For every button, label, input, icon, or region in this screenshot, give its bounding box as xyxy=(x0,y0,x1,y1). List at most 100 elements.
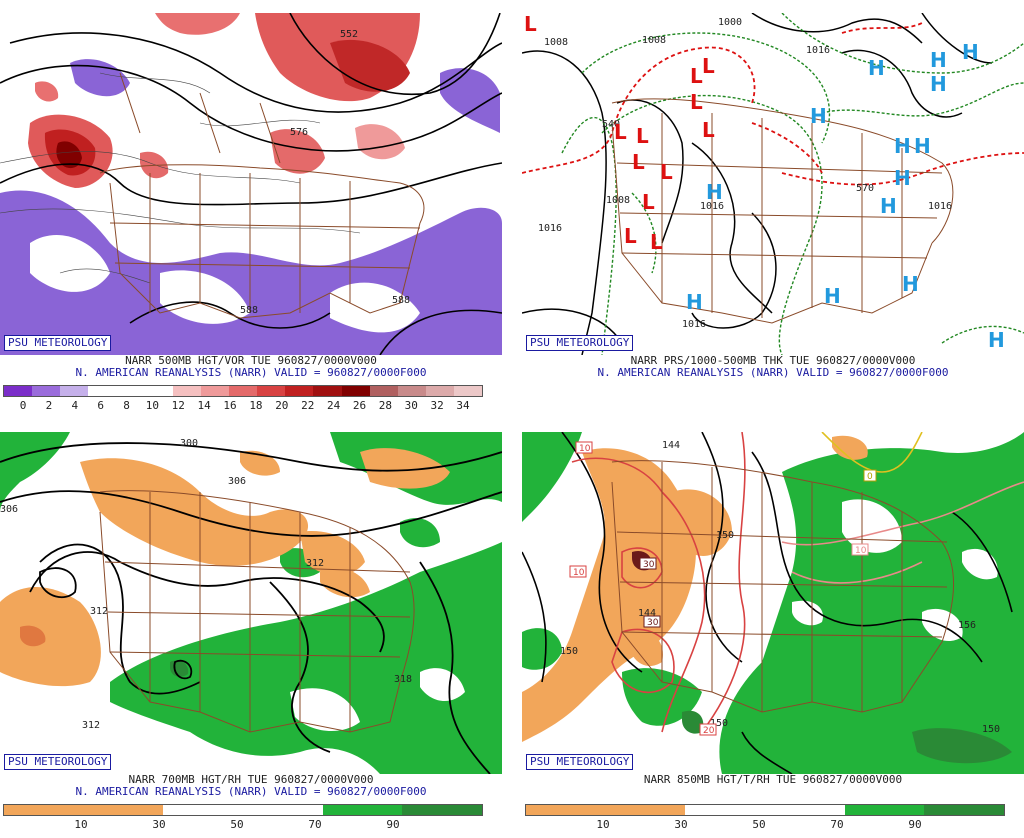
colorbar-swatch xyxy=(402,805,443,815)
colorbar-tick-label: 26 xyxy=(352,399,367,412)
colorbar-tick-label: 8 xyxy=(123,399,130,412)
colorbar-swatch xyxy=(804,805,845,815)
contour-label: 306 xyxy=(0,504,18,515)
colorbar-tick-label: 10 xyxy=(596,818,610,831)
colorbar-swatch xyxy=(964,805,1004,815)
rh-dry-region xyxy=(522,448,696,742)
colorbar-tick-label: 20 xyxy=(275,399,289,412)
high-symbol: H xyxy=(686,290,703,314)
low-symbol: L xyxy=(624,224,637,248)
colorbar xyxy=(3,385,483,397)
colorbar-swatch xyxy=(425,386,454,396)
colorbar-swatch xyxy=(123,805,164,815)
colorbar-tick-label: 50 xyxy=(752,818,766,831)
rh-moist-region xyxy=(522,432,582,522)
contour-label: 588 xyxy=(392,295,410,306)
colorbar-swatch xyxy=(685,805,726,815)
isobar-label: 1016 xyxy=(806,45,830,56)
high-centers: H H H H H H H H H H H H H H xyxy=(686,40,1005,352)
colorbar-swatch xyxy=(4,386,33,396)
contour-label: 312 xyxy=(90,606,108,617)
map-pressure: 1008 1008 1000 1016 1016 1016 1016 1016 … xyxy=(522,13,1024,355)
colorbar-swatch xyxy=(60,386,89,396)
contour-label: 552 xyxy=(340,29,358,40)
colorbar-tick-label: 14 xyxy=(197,399,211,412)
low-symbol: L xyxy=(650,230,663,254)
temp-label: 30 xyxy=(647,618,659,628)
map-700mb: 300 306 306 312 312 312 318 xyxy=(0,432,502,774)
colorbar-ticks: 10 30 50 70 90 xyxy=(525,818,1005,832)
colorbar-swatch xyxy=(442,805,482,815)
contour-label: 150 xyxy=(710,718,728,729)
high-symbol: H xyxy=(914,134,931,158)
colorbar-swatch xyxy=(645,805,686,815)
panel-500mb-vorticity: 552 576 588 588 PSU METEOROLOGY NARR 500… xyxy=(0,13,502,419)
panel-caption: NARR PRS/1000-500MB THK TUE 960827/0000V… xyxy=(630,354,916,367)
colorbar-swatch xyxy=(454,386,483,396)
high-symbol: H xyxy=(894,166,911,190)
colorbar-swatch xyxy=(322,805,363,815)
high-symbol: H xyxy=(894,134,911,158)
colorbar-tick-label: 2 xyxy=(45,399,53,412)
map-500mb-svg: 552 576 588 588 xyxy=(0,13,502,355)
thickness-contours xyxy=(561,13,1024,355)
psu-meteorology-badge: PSU METEOROLOGY xyxy=(4,335,112,351)
panel-caption: NARR 850MB HGT/T/RH TUE 960827/0000V000 xyxy=(643,773,903,786)
colorbar-tick-label: 70 xyxy=(830,818,844,831)
panel-caption: NARR 500MB HGT/VOR TUE 960827/0000V000 xyxy=(125,354,377,367)
temp-label: 0 xyxy=(867,472,873,482)
temp-label: 10 xyxy=(855,546,867,556)
colorbar-swatch xyxy=(565,805,606,815)
low-symbol: L xyxy=(660,160,673,184)
low-centers: L L L L L L L L L L L L xyxy=(524,13,715,254)
vort-pos-region xyxy=(155,13,240,35)
panel-pressure-thickness: 1008 1008 1000 1016 1016 1016 1016 1016 … xyxy=(522,13,1024,419)
colorbar-swatch xyxy=(844,805,885,815)
contour-label: 144 xyxy=(638,608,656,619)
contour-label: 312 xyxy=(306,558,324,569)
colorbar-tick-label: 10 xyxy=(145,399,160,412)
contour-label: 150 xyxy=(560,646,578,657)
colorbar-ticks: 10 30 50 70 90 xyxy=(3,818,483,832)
colorbar-swatch xyxy=(229,386,258,396)
high-symbol: H xyxy=(988,328,1005,352)
contour-label: 318 xyxy=(394,674,412,685)
low-symbol: L xyxy=(614,120,627,144)
colorbar-swatch xyxy=(526,805,566,815)
rh-moist-region xyxy=(0,432,70,512)
temp-label: 20 xyxy=(703,726,715,736)
colorbar-tick-label: 16 xyxy=(223,399,237,412)
isobar-label: 1000 xyxy=(718,17,742,28)
colorbar-tick-label: 30 xyxy=(674,818,688,831)
high-symbol: H xyxy=(902,272,919,296)
isobar-label: 1008 xyxy=(544,37,568,48)
temp-label: 10 xyxy=(579,444,591,454)
colorbar-swatch xyxy=(32,386,61,396)
psu-meteorology-badge: PSU METEOROLOGY xyxy=(4,754,112,770)
colorbar-swatch xyxy=(4,805,44,815)
vort-contours xyxy=(0,72,361,284)
colorbar-swatch xyxy=(313,386,342,396)
colorbar-swatch xyxy=(285,386,314,396)
panel-subcaption: N. AMERICAN REANALYSIS (NARR) VALID = 96… xyxy=(597,366,949,379)
high-symbol: H xyxy=(824,284,841,308)
colorbar xyxy=(3,804,483,816)
contour-label: 300 xyxy=(180,438,198,449)
contour-label: 156 xyxy=(958,620,976,631)
colorbar-tick-label: 50 xyxy=(230,818,244,831)
contour-label: 306 xyxy=(228,476,246,487)
panel-caption: NARR 700MB HGT/RH TUE 960827/0000V000 xyxy=(128,773,374,786)
low-symbol: L xyxy=(636,124,649,148)
psu-meteorology-badge: PSU METEOROLOGY xyxy=(526,754,634,770)
panel-subcaption: N. AMERICAN REANALYSIS (NARR) VALID = 96… xyxy=(75,785,427,798)
colorbar-swatch xyxy=(924,805,965,815)
low-symbol: L xyxy=(690,90,703,114)
thickness-label: 540 xyxy=(602,119,620,130)
isobar-label: 1016 xyxy=(538,223,562,234)
isobar-label: 1016 xyxy=(700,201,724,212)
contour-label: 312 xyxy=(82,720,100,731)
height-contours xyxy=(0,442,502,774)
map-500mb: 552 576 588 588 xyxy=(0,13,502,355)
map-850mb: 144 150 150 150 156 144 150 10 10 30 30 … xyxy=(522,432,1024,774)
colorbar-swatch xyxy=(884,805,925,815)
